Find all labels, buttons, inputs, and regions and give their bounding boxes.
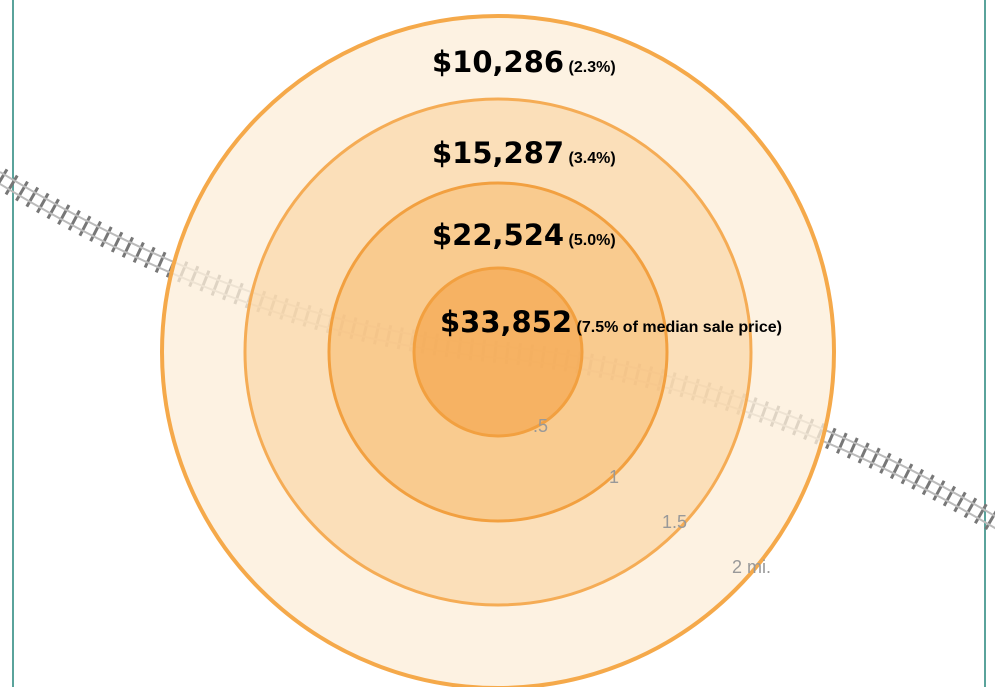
ring-half-mi <box>414 268 582 436</box>
amount: $10,286 <box>432 45 564 79</box>
distance-label: 1.5 <box>662 512 687 532</box>
amount: $33,852 <box>440 305 572 339</box>
share: (2.3%) <box>569 59 616 76</box>
distance-label: .5 <box>533 416 548 436</box>
share: (3.4%) <box>569 150 616 167</box>
amount: $22,524 <box>432 218 564 252</box>
share: (7.5% of median sale price) <box>577 319 782 336</box>
distance-label: 2 mi. <box>732 557 771 577</box>
amount: $15,287 <box>432 136 564 170</box>
distance-label: 1 <box>609 467 619 487</box>
rings <box>162 16 834 687</box>
share: (5.0%) <box>569 232 616 249</box>
infographic: $10,286 (2.3%) $15,287 (3.4%) $22,524 (5… <box>0 0 995 687</box>
